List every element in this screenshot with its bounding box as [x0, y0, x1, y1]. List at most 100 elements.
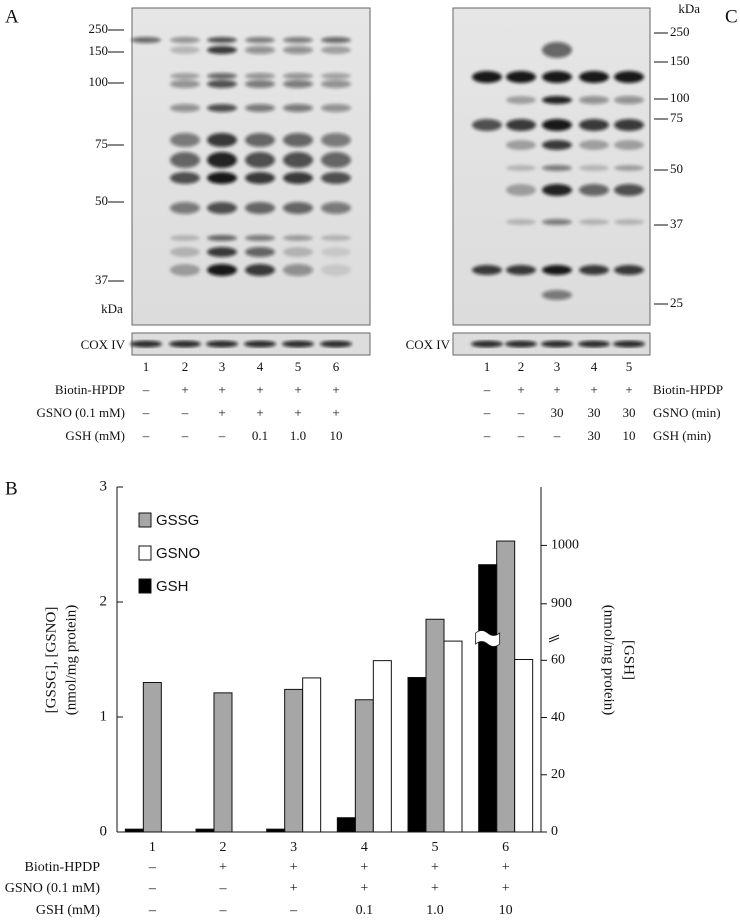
band [579, 140, 609, 150]
y2-tick-label: 1000 [551, 538, 579, 553]
band [245, 152, 275, 168]
bar [142, 682, 162, 833]
band [321, 235, 351, 241]
condition-label: Biotin-HPDP [55, 382, 125, 397]
band [170, 46, 200, 54]
band [542, 219, 572, 225]
band [283, 104, 313, 112]
condition-value: – [289, 903, 298, 918]
band [614, 140, 644, 150]
bar [372, 660, 392, 833]
band [578, 340, 610, 348]
bar [478, 564, 498, 833]
band [506, 184, 536, 196]
mw-unit: kDa [101, 301, 123, 316]
condition-label: GSH (min) [653, 428, 711, 443]
band [614, 71, 644, 83]
band [614, 219, 644, 225]
condition-value: – [483, 428, 491, 443]
panel-letter: B [5, 478, 18, 499]
band [283, 133, 313, 147]
band [283, 80, 313, 88]
band [206, 340, 238, 348]
y2-tick-label: 60 [551, 653, 565, 668]
lane-number: 2 [182, 359, 189, 374]
lane-number: 5 [626, 359, 633, 374]
y2-tick-label: 0 [551, 824, 558, 839]
condition-value: – [181, 405, 189, 420]
band [283, 264, 313, 276]
condition-value: + [590, 382, 597, 397]
condition-value: – [553, 428, 561, 443]
lane-number: 3 [219, 359, 226, 374]
y2-tick-label: 900 [551, 596, 572, 611]
band [472, 265, 502, 275]
mw-marker: 100 [670, 90, 690, 105]
mw-marker: 50 [670, 161, 683, 176]
band [321, 202, 351, 214]
band [170, 202, 200, 214]
band [170, 73, 200, 79]
bar [443, 640, 463, 833]
band [321, 73, 351, 79]
band [542, 290, 572, 300]
bar [195, 828, 215, 833]
condition-value: 10 [499, 903, 513, 918]
legend-swatch [138, 578, 152, 594]
condition-value: + [181, 382, 188, 397]
band [170, 247, 200, 257]
band [321, 172, 351, 184]
band [170, 133, 200, 147]
band [245, 104, 275, 112]
mw-marker: 150 [670, 53, 690, 68]
band [506, 265, 536, 275]
condition-value: 0.1 [356, 903, 374, 918]
lane-number: 4 [591, 359, 598, 374]
band [506, 140, 536, 150]
band [283, 202, 313, 214]
condition-label: GSNO (0.1 mM) [37, 405, 125, 420]
panel-letter: A [5, 6, 19, 27]
condition-value: + [332, 382, 339, 397]
mw-marker: 50 [95, 193, 108, 208]
band [170, 37, 200, 43]
condition-label: GSH (mM) [65, 428, 125, 443]
condition-label: GSNO (min) [653, 405, 721, 420]
band [614, 119, 644, 131]
band [614, 165, 644, 171]
band [207, 73, 237, 79]
band [207, 264, 237, 276]
condition-value: – [483, 382, 491, 397]
condition-value: + [294, 405, 301, 420]
y-axis-title: [GSSG], [GSNO] [43, 607, 59, 714]
band [170, 152, 200, 168]
band [614, 265, 644, 275]
band [207, 37, 237, 43]
condition-value: + [553, 382, 560, 397]
band [283, 73, 313, 79]
legend-label: GSH [156, 578, 189, 595]
bar [124, 828, 144, 833]
band [321, 46, 351, 54]
band [245, 235, 275, 241]
condition-value: 0.1 [252, 428, 268, 443]
band [245, 133, 275, 147]
band [542, 265, 572, 275]
condition-value: + [502, 860, 510, 875]
y2-axis-title: (nmol/mg protein) [601, 605, 617, 715]
band [245, 172, 275, 184]
band [542, 119, 572, 131]
band [614, 96, 644, 104]
axis-break [548, 637, 560, 643]
condition-value: – [219, 903, 228, 918]
band [282, 340, 314, 348]
band [321, 152, 351, 168]
condition-value: 30 [588, 428, 601, 443]
condition-value: – [219, 881, 228, 896]
mw-marker: 250 [89, 21, 109, 36]
band [245, 37, 275, 43]
condition-value: + [431, 881, 439, 896]
band [207, 235, 237, 241]
band [506, 96, 536, 104]
